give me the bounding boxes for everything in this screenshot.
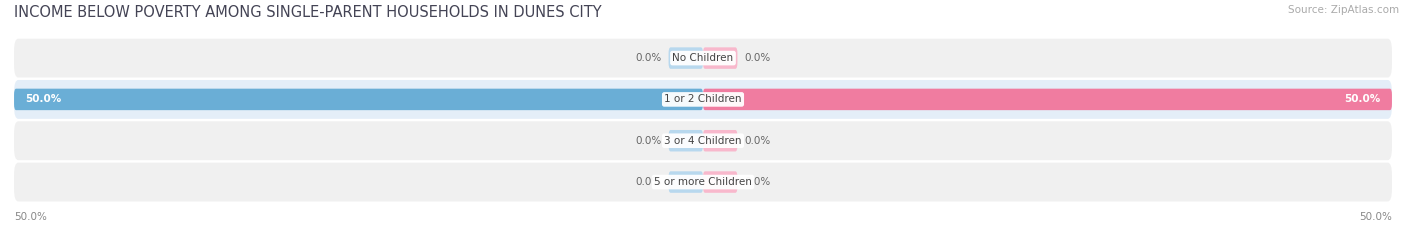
FancyBboxPatch shape: [669, 47, 703, 69]
FancyBboxPatch shape: [703, 89, 1392, 110]
Text: 50.0%: 50.0%: [25, 94, 62, 104]
FancyBboxPatch shape: [14, 89, 703, 110]
Text: 50.0%: 50.0%: [1360, 212, 1392, 222]
Text: 0.0%: 0.0%: [636, 177, 662, 187]
FancyBboxPatch shape: [14, 163, 1392, 202]
Text: 0.0%: 0.0%: [744, 177, 770, 187]
FancyBboxPatch shape: [14, 121, 1392, 160]
FancyBboxPatch shape: [669, 171, 703, 193]
Text: No Children: No Children: [672, 53, 734, 63]
FancyBboxPatch shape: [703, 47, 738, 69]
FancyBboxPatch shape: [669, 130, 703, 151]
Text: Source: ZipAtlas.com: Source: ZipAtlas.com: [1288, 5, 1399, 15]
Text: 50.0%: 50.0%: [14, 212, 46, 222]
Text: 1 or 2 Children: 1 or 2 Children: [664, 94, 742, 104]
FancyBboxPatch shape: [14, 39, 1392, 78]
FancyBboxPatch shape: [703, 171, 738, 193]
Text: INCOME BELOW POVERTY AMONG SINGLE-PARENT HOUSEHOLDS IN DUNES CITY: INCOME BELOW POVERTY AMONG SINGLE-PARENT…: [14, 5, 602, 20]
Text: 0.0%: 0.0%: [744, 53, 770, 63]
Text: 0.0%: 0.0%: [744, 136, 770, 146]
Text: 50.0%: 50.0%: [1344, 94, 1381, 104]
Text: 0.0%: 0.0%: [636, 136, 662, 146]
Text: 3 or 4 Children: 3 or 4 Children: [664, 136, 742, 146]
Text: 5 or more Children: 5 or more Children: [654, 177, 752, 187]
Text: 0.0%: 0.0%: [636, 53, 662, 63]
FancyBboxPatch shape: [14, 80, 1392, 119]
FancyBboxPatch shape: [703, 130, 738, 151]
